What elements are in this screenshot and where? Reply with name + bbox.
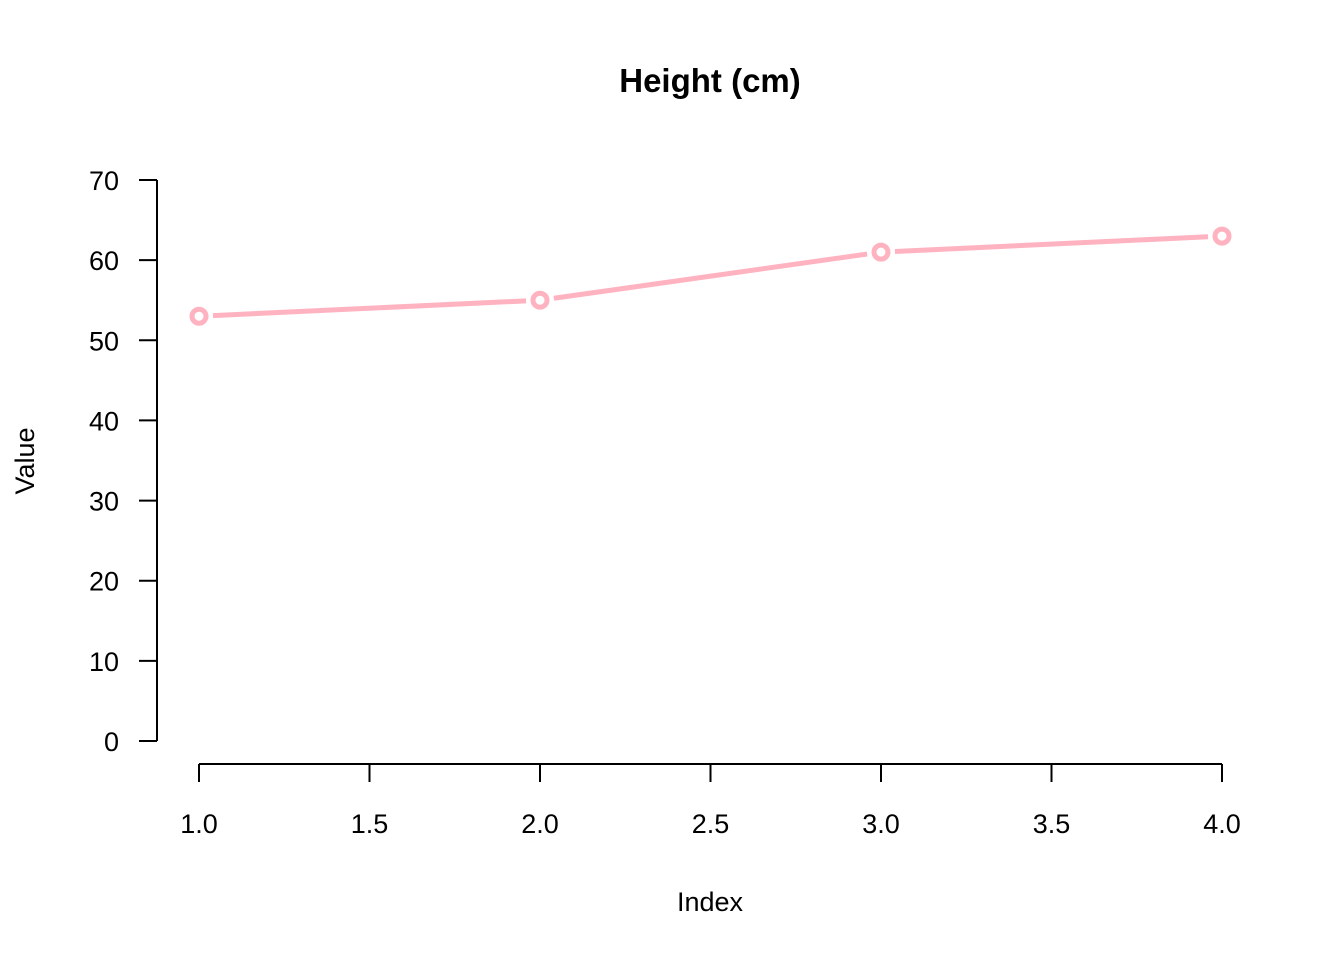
y-tick-label: 10: [89, 647, 119, 677]
data-point: [189, 306, 209, 326]
x-tick-label: 4.0: [1203, 809, 1241, 839]
y-tick-label: 20: [89, 567, 119, 597]
x-tick-label: 1.5: [351, 809, 389, 839]
y-axis: 0 10 20 30 40 50 60 70: [89, 166, 158, 757]
series-line-segment: [553, 251, 868, 301]
y-tick-label: 70: [89, 166, 119, 196]
x-tick-label: 3.5: [1033, 809, 1071, 839]
series-group: [189, 226, 1232, 326]
x-tick-label: 2.0: [521, 809, 559, 839]
x-tick-label: 1.0: [180, 809, 218, 839]
y-tick-label: 60: [89, 246, 119, 276]
series-layer: [189, 226, 1232, 326]
series-line-segment: [894, 234, 1209, 254]
chart-title: Height (cm): [619, 62, 801, 99]
data-point: [871, 242, 891, 262]
x-axis: 1.0 1.5 2.0 2.5 3.0 3.5 4.0: [180, 763, 1241, 839]
y-tick-label: 40: [89, 406, 119, 436]
series-line-segment: [212, 298, 527, 319]
x-axis-title: Index: [677, 887, 744, 917]
x-tick-label: 3.0: [862, 809, 900, 839]
y-tick-label: 30: [89, 487, 119, 517]
data-point: [1212, 226, 1232, 246]
y-axis-title: Value: [10, 427, 40, 494]
y-tick-label: 0: [104, 727, 119, 757]
data-point: [530, 290, 550, 310]
y-tick-label: 50: [89, 326, 119, 356]
x-tick-label: 2.5: [692, 809, 730, 839]
